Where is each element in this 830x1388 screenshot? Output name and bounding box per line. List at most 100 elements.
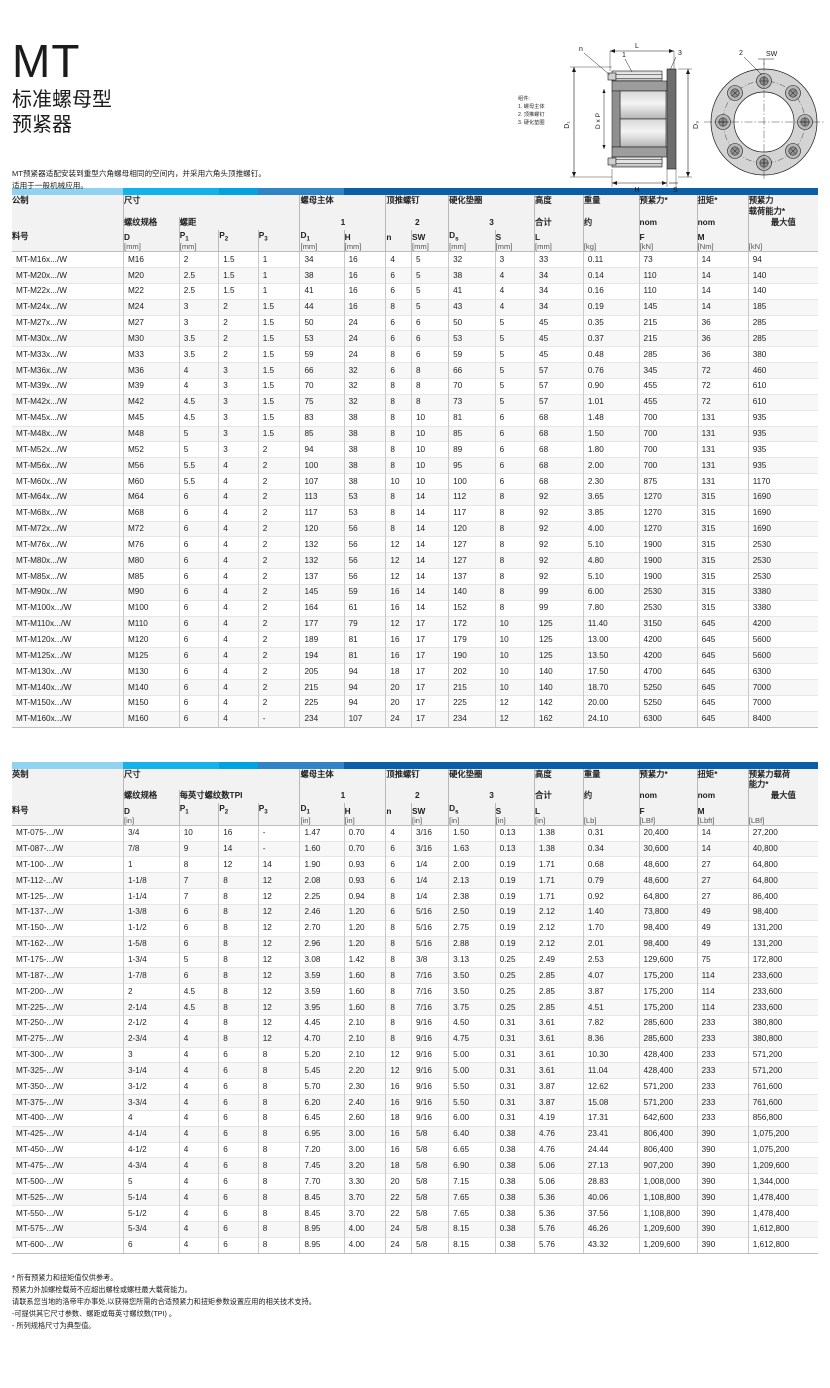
table-cell: 6 [385,840,412,857]
table-cell: 5/8 [410,1125,449,1143]
header-sym-H: H [343,229,386,243]
table-cell: 1.42 [343,951,386,968]
cell-part-number: MT-500-.../W [12,1173,124,1190]
table-cell: 6 [178,710,219,728]
table-cell: 4 [178,1062,219,1079]
cell-part-number: MT-275-.../W [12,1030,124,1048]
header-system-metric: 公制 [12,195,124,217]
table-cell: 0.19 [494,919,535,937]
table-cell: 175,200 [638,999,698,1016]
table-cell: 4.07 [582,967,640,984]
table-cell: 5 [122,1173,180,1190]
table-cell: 3.70 [343,1189,386,1206]
cell-part-number: MT-425-.../W [12,1125,124,1143]
table-cell: 1.80 [582,441,640,458]
table-cell: 5.76 [534,1220,584,1238]
header-group-height: 高度 [534,195,584,217]
table-cell: 0.92 [582,888,640,905]
table-cell: 9/16 [410,1094,449,1111]
table-cell: 8 [257,1078,300,1095]
table-cell: 390 [696,1236,749,1254]
header-sub-max: 最大值 [747,216,818,230]
unit-H: [mm] [343,242,386,252]
legend-item-1: 1. 螺母主体 [518,104,545,111]
table-cell: 4 [178,1030,219,1048]
table-cell: 700 [638,457,698,474]
table-cell: 14 [410,599,449,617]
table-cell: 1-5/8 [122,935,180,952]
table-cell: 16 [343,298,386,316]
table-cell: 4 [178,1014,219,1032]
table-cell: 4.00 [582,520,640,537]
table-cell: 57 [534,362,584,379]
table-cell: 9 [178,840,219,857]
table-cell: 8.15 [448,1236,496,1254]
table-cell: 10 [494,631,535,648]
table-cell: 164 [299,599,345,617]
table-cell: 1.47 [299,824,345,842]
table-cell: 0.31 [494,1030,535,1048]
table-cell: 0.11 [582,251,640,268]
table-cell: 2 [218,314,259,331]
table-row: MT-M45x.../W M45 4.5 3 1.5 83 38 8 10 81 6 68 1.48 70… [12,409,818,426]
table-cell: 8 [494,504,535,522]
table-cell: 5.06 [534,1173,584,1190]
table-cell: 18 [385,1109,412,1127]
cell-part-number: MT-375-.../W [12,1094,124,1111]
table-cell: 3.75 [448,999,496,1016]
table-cell: 131 [696,425,749,442]
table-cell: 131 [696,473,749,490]
table-cell: 0.38 [494,1157,535,1174]
table-cell: 1.5 [218,267,259,284]
unit-D: [in] [122,815,180,826]
table-cell: 24.10 [582,710,640,728]
table-cell: 6 [178,536,219,553]
cell-part-number: MT-250-.../W [12,1014,124,1032]
table-cell: 2 [257,583,300,601]
table-row: MT-175-.../W 1-3/4 5 8 12 3.08 1.42 8 3/8 3.13 0.2… [12,951,818,968]
color-bar-segment-1 [12,188,124,195]
table-cell: 8.45 [299,1205,345,1222]
table-row: MT-M85x.../W M85 6 4 2 137 56 12 14 137 8 92 5.10 190… [12,568,818,585]
table-cell: 11.04 [582,1062,640,1079]
table-row: MT-M30x.../W M30 3.5 2 1.5 53 24 6 6 53 5 45 0.37 215… [12,330,818,347]
table-cell: 43.32 [582,1236,640,1254]
table-row: MT-400-.../W 4 4 6 8 6.45 2.60 18 9/16 6.00 0.31 4.… [12,1109,818,1127]
table-cell: 6 [178,583,219,601]
table-cell: 64,800 [747,872,818,889]
table-cell: 2.20 [343,1062,386,1079]
table-cell: 17 [410,663,449,680]
table-cell: 6 [218,1236,259,1254]
table-cell: 4 [494,267,535,284]
unit-F: [kN] [638,242,698,252]
cell-part-number: MT-150-.../W [12,919,124,937]
table-cell: 15.08 [582,1094,640,1111]
table-row: MT-475-.../W 4-3/4 4 6 8 7.45 3.20 18 5/8 6.90 0.3… [12,1157,818,1174]
header-group-washer: 硬化垫圈 [448,195,535,217]
table-cell: 114 [696,999,749,1016]
table-cell: 455 [638,377,698,395]
dim-label-D1: D₁ [564,121,571,129]
table-cell: 3 [218,409,259,426]
header-sym-M: M [696,803,749,816]
table-cell: 131 [696,457,749,474]
table-cell: 92 [534,520,584,537]
dim-label-H: H [634,187,639,193]
table-cell: 1690 [747,488,818,506]
table-cell: 7.70 [299,1173,345,1190]
table-cell: 0.68 [582,856,640,873]
table-cell: 24 [343,346,386,363]
table-cell: M80 [122,552,180,569]
table-cell: - [257,840,300,857]
table-cell: 0.35 [582,314,640,331]
table-cell: 8 [257,1094,300,1111]
table-cell: 7 [178,872,219,889]
table-row: MT-M16x.../W M16 2 1.5 1 34 16 4 5 32 3 33 0.11 73 14 9… [12,251,818,268]
title-block: MT 标准螺母型 预紧器 [12,38,112,138]
table-cell: 8.36 [582,1030,640,1048]
header-sym-L: L [534,803,584,816]
table-cell: 761,600 [747,1078,818,1095]
table-cell: 5.5 [178,473,219,490]
table-cell: 2530 [747,552,818,569]
table-cell: 56 [343,568,386,585]
